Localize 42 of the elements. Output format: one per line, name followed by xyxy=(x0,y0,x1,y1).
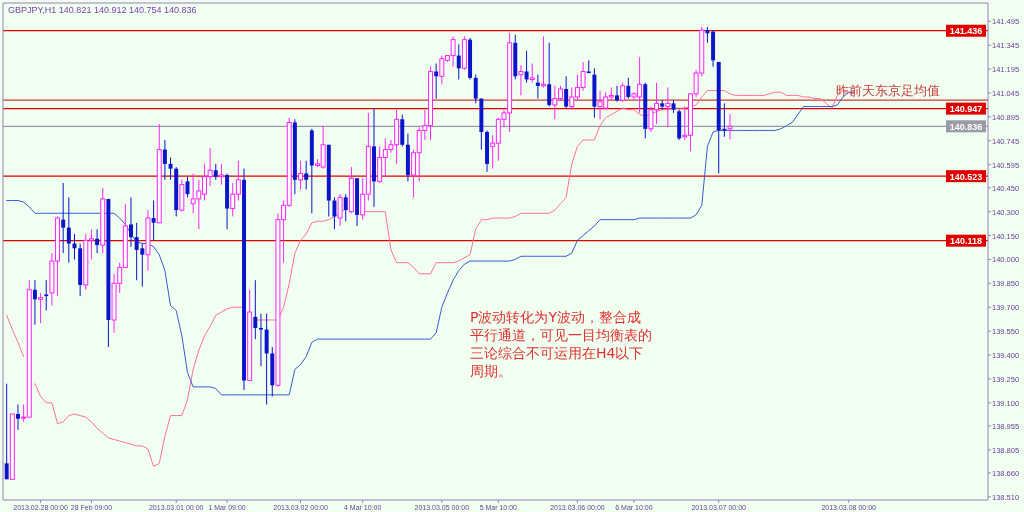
candlestick xyxy=(529,63,535,84)
candlestick xyxy=(626,77,631,100)
ref-line-label: 141.436 xyxy=(949,26,983,37)
candlestick xyxy=(162,139,167,181)
candlestick xyxy=(727,113,733,140)
candlestick xyxy=(61,182,66,254)
candlestick xyxy=(259,313,263,367)
chart-title: GBPJPY,H1 140.821 140.912 140.754 140.836 xyxy=(8,5,197,15)
ref-line-label: 140.118 xyxy=(949,236,983,247)
annotation: P波动转化为Y波动，整合成平行通道，可见一目均衡表的三论综合不可运用在H4以下周期。 xyxy=(470,309,652,379)
candlestick xyxy=(524,50,529,84)
ref-line-label: 140.947 xyxy=(949,104,983,115)
annotation: 昨前天东京足均值 xyxy=(836,83,940,99)
candlestick xyxy=(4,383,9,480)
ref-line-label: 140.523 xyxy=(949,171,983,182)
candlestick xyxy=(434,63,439,100)
candlestick xyxy=(332,196,337,230)
candlestick xyxy=(535,74,540,100)
candlestick xyxy=(456,43,461,80)
candlestick xyxy=(665,86,671,128)
candlestick xyxy=(66,196,71,264)
candlestick xyxy=(564,75,569,109)
candlestick xyxy=(518,64,524,96)
candlestick xyxy=(95,228,100,254)
candlestick xyxy=(298,160,304,190)
candlestick xyxy=(337,193,343,227)
candlestick xyxy=(218,163,224,186)
ref-line-label: 140.836 xyxy=(949,121,983,132)
candlestick xyxy=(547,42,552,108)
candlestick xyxy=(168,157,173,181)
candlestick xyxy=(32,279,37,326)
candlestick xyxy=(16,403,20,431)
candlestick xyxy=(38,292,44,324)
candlestick xyxy=(264,313,269,405)
candlestick xyxy=(253,279,258,340)
candlestick xyxy=(473,74,478,104)
candlestick xyxy=(129,196,133,248)
candlestick xyxy=(615,85,619,103)
candlestick xyxy=(151,200,156,241)
candlestick xyxy=(620,82,626,103)
candlestick xyxy=(304,160,309,190)
candlestick xyxy=(343,193,348,222)
